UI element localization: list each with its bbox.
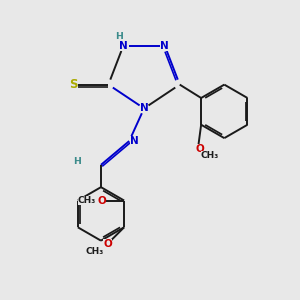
Text: O: O <box>103 238 112 249</box>
Text: N: N <box>130 136 139 146</box>
Text: H: H <box>73 158 81 166</box>
Text: CH₃: CH₃ <box>201 151 219 160</box>
Text: CH₃: CH₃ <box>78 196 96 205</box>
Text: S: S <box>69 78 78 91</box>
Text: H: H <box>115 32 123 41</box>
Text: CH₃: CH₃ <box>85 247 103 256</box>
Text: N: N <box>160 41 169 51</box>
Text: N: N <box>119 41 128 51</box>
Text: O: O <box>98 196 106 206</box>
Text: N: N <box>140 103 148 113</box>
Text: O: O <box>195 143 204 154</box>
